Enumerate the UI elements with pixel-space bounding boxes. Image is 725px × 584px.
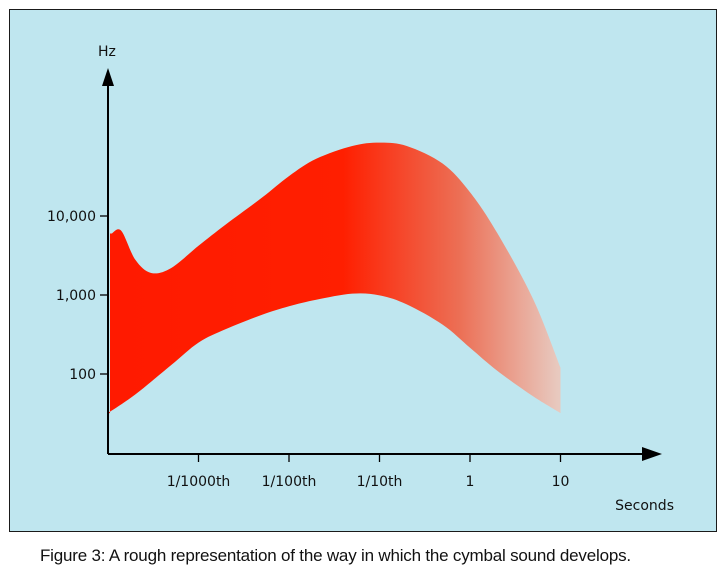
- x-axis-title: Seconds: [615, 498, 674, 514]
- x-tick-label: 1/10th: [357, 474, 403, 490]
- x-tick-label: 1/100th: [262, 474, 317, 490]
- x-axis-arrow: [642, 447, 662, 461]
- figure-caption: Figure 3: A rough representation of the …: [40, 546, 631, 565]
- chart-svg: 100 1,000 10,000 1/1000th 1/100th 1/10th 1 10 Hz…: [47, 44, 674, 514]
- y-tick-label: 1,000: [56, 288, 96, 304]
- tick-marks: [100, 215, 562, 462]
- y-tick-label: 10,000: [47, 209, 96, 225]
- x-tick-label: 1: [466, 474, 475, 490]
- x-tick-label: 10: [552, 474, 570, 490]
- frequency-band-area: [108, 142, 561, 414]
- y-axis-arrow: [102, 68, 114, 86]
- tick-labels: 100 1,000 10,000 1/1000th 1/100th 1/10th 1 10 Hz…: [47, 44, 674, 514]
- y-tick-label: 100: [69, 367, 96, 383]
- chart-figure: 100 1,000 10,000 1/1000th 1/100th 1/10th 1 10 Hz…: [9, 9, 717, 532]
- axes: [102, 68, 662, 461]
- y-axis-title: Hz: [98, 44, 116, 60]
- x-tick-label: 1/1000th: [167, 474, 231, 490]
